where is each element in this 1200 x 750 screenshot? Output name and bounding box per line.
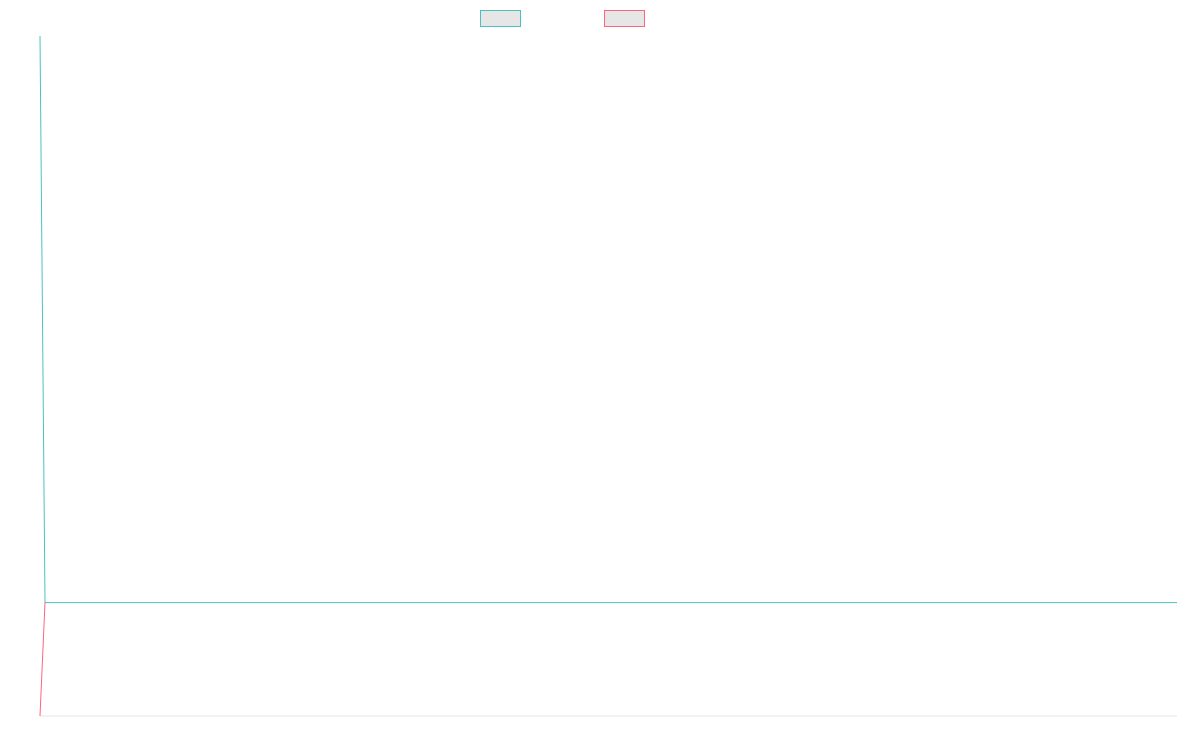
legend-item-1[interactable] — [604, 10, 645, 27]
legend-swatch-1 — [604, 10, 645, 27]
legend-swatch-0 — [480, 10, 521, 27]
series-line-1 — [39, 602, 46, 717]
chart-series — [39, 35, 1177, 717]
legend-item-0[interactable] — [480, 10, 521, 27]
series-line-0 — [39, 35, 1177, 604]
chart-legend — [480, 10, 645, 27]
